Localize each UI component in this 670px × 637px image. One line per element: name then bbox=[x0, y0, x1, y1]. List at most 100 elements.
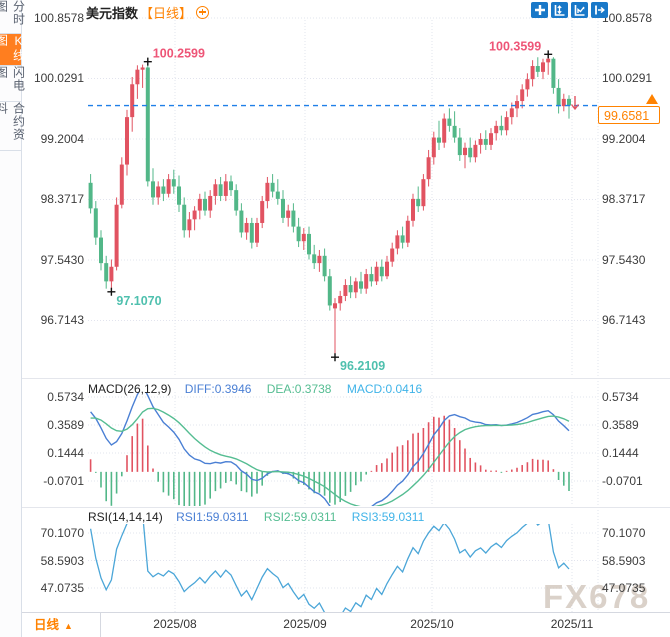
candle-body bbox=[421, 179, 426, 207]
extreme-price-label: 96.2109 bbox=[340, 359, 385, 373]
macd-axis-label-right: 0.3589 bbox=[602, 418, 639, 432]
price-axis-label-left: 100.0291 bbox=[33, 71, 84, 86]
watermark: FX678 bbox=[543, 578, 651, 615]
candle-body bbox=[327, 276, 332, 306]
candle-body bbox=[463, 147, 467, 156]
macd-axis-label-left: 0.5734 bbox=[47, 390, 84, 405]
candle-body bbox=[374, 266, 379, 282]
candle-body bbox=[541, 62, 545, 72]
candle-body bbox=[442, 118, 447, 143]
candle-body bbox=[385, 261, 389, 277]
candle-body bbox=[104, 263, 109, 282]
candle-body bbox=[400, 235, 405, 243]
extreme-cross-marker bbox=[143, 57, 152, 66]
candle-body bbox=[286, 210, 291, 218]
candle-body bbox=[156, 186, 161, 198]
candle-body bbox=[307, 233, 311, 255]
time-axis-date-label: 2025/09 bbox=[283, 617, 327, 631]
sidebar-item-contract-info[interactable]: 合约资料 bbox=[0, 102, 26, 151]
candle-body bbox=[348, 285, 353, 293]
rsi-axis-label-left: 58.5903 bbox=[40, 553, 84, 568]
candle-body bbox=[265, 182, 270, 202]
crosshair-move-icon[interactable] bbox=[531, 2, 548, 18]
candle-body bbox=[281, 198, 285, 218]
sidebar-item-lightning-chart[interactable]: 闪电图 bbox=[0, 66, 26, 102]
candle-body bbox=[447, 118, 452, 126]
period-selector-label: 日线 bbox=[34, 618, 60, 632]
rsi-header: RSI(14,14,14) RSI1:59.0311 RSI2:59.0311 … bbox=[88, 510, 424, 524]
candle-body bbox=[494, 125, 499, 134]
candle-body bbox=[457, 137, 462, 156]
gridlines bbox=[88, 17, 598, 612]
separator-macd-rsi bbox=[22, 507, 670, 508]
candle-body bbox=[291, 210, 296, 227]
candle-body bbox=[187, 219, 192, 231]
current-price-box: 99.6581 bbox=[598, 106, 660, 124]
period-selector-arrow-icon: ▲ bbox=[64, 621, 73, 631]
axis-zoom-vertical-icon[interactable] bbox=[551, 2, 568, 18]
price-up-arrow-icon bbox=[646, 94, 658, 104]
extreme-cross-marker bbox=[331, 353, 339, 362]
extreme-price-label: 97.1070 bbox=[116, 294, 161, 308]
macd-name: MACD(26,12,9) bbox=[88, 382, 172, 396]
candle-body bbox=[244, 222, 249, 233]
candle-body bbox=[234, 190, 239, 211]
candle-body bbox=[509, 108, 514, 118]
candle-body bbox=[405, 220, 410, 243]
price-axis-label-right: 100.0291 bbox=[602, 71, 653, 86]
candle-body bbox=[171, 179, 176, 187]
candle-body bbox=[546, 58, 551, 63]
axis-zoom-auto-icon[interactable] bbox=[571, 2, 588, 18]
period-selector[interactable]: 日线 ▲ bbox=[22, 613, 101, 637]
candle-body bbox=[530, 66, 535, 80]
time-axis-date-label: 2025/11 bbox=[550, 617, 594, 631]
candle-body bbox=[119, 164, 124, 205]
macd-macd-value: MACD:0.0416 bbox=[346, 382, 423, 396]
candle-body bbox=[93, 208, 98, 238]
candle-body bbox=[125, 117, 129, 165]
candle-body bbox=[99, 237, 103, 264]
candle-body bbox=[473, 144, 478, 158]
rsi-axis-label-right: 58.5903 bbox=[602, 553, 646, 568]
candle-body bbox=[322, 255, 327, 277]
jump-to-latest-icon[interactable] bbox=[591, 2, 608, 18]
candle-body bbox=[369, 274, 374, 282]
candle-body bbox=[229, 181, 233, 191]
macd-dea-line bbox=[90, 407, 570, 506]
candle-body bbox=[556, 87, 561, 107]
price-axis-label-right: 96.7143 bbox=[602, 313, 646, 328]
candle-body bbox=[255, 222, 259, 243]
separator-main-macd bbox=[22, 378, 670, 379]
candle-body bbox=[426, 157, 431, 180]
candle-body bbox=[364, 274, 369, 289]
price-axis-label-left: 97.5430 bbox=[40, 252, 84, 267]
candles bbox=[88, 54, 571, 358]
candle-body bbox=[270, 182, 275, 192]
candle-body bbox=[213, 184, 218, 196]
candle-body bbox=[312, 254, 317, 264]
macd-plot bbox=[89, 392, 570, 506]
main-chart-plot[interactable] bbox=[88, 20, 598, 376]
candle-body bbox=[239, 210, 244, 233]
price-axis-label-left: 99.2004 bbox=[40, 131, 84, 146]
candle-body bbox=[177, 186, 181, 205]
candle-body bbox=[140, 67, 145, 70]
sidebar-item-kline-chart[interactable]: K线图 bbox=[0, 34, 26, 66]
price-axis-label-right: 98.3717 bbox=[602, 192, 646, 207]
rsi3-value: RSI3:59.0311 bbox=[351, 510, 425, 524]
candle-body bbox=[249, 222, 254, 243]
time-axis-date-label: 2025/08 bbox=[153, 617, 197, 631]
price-axis-label-left: 98.3717 bbox=[40, 192, 84, 207]
time-axis-date-label: 2025/10 bbox=[410, 617, 454, 631]
candle-body bbox=[301, 233, 306, 242]
candle-body bbox=[567, 98, 571, 106]
candle-body bbox=[468, 147, 473, 158]
rsi2-value: RSI2:59.0311 bbox=[263, 510, 337, 524]
add-indicator-icon[interactable] bbox=[196, 5, 210, 19]
sidebar-item-time-share-chart[interactable]: 分时图 bbox=[0, 0, 26, 34]
extreme-price-label: 100.2599 bbox=[153, 47, 205, 61]
macd-axis-label-left: -0.0701 bbox=[43, 473, 84, 488]
candle-body bbox=[145, 67, 150, 182]
extreme-annotation: 96.2109 bbox=[331, 353, 385, 373]
